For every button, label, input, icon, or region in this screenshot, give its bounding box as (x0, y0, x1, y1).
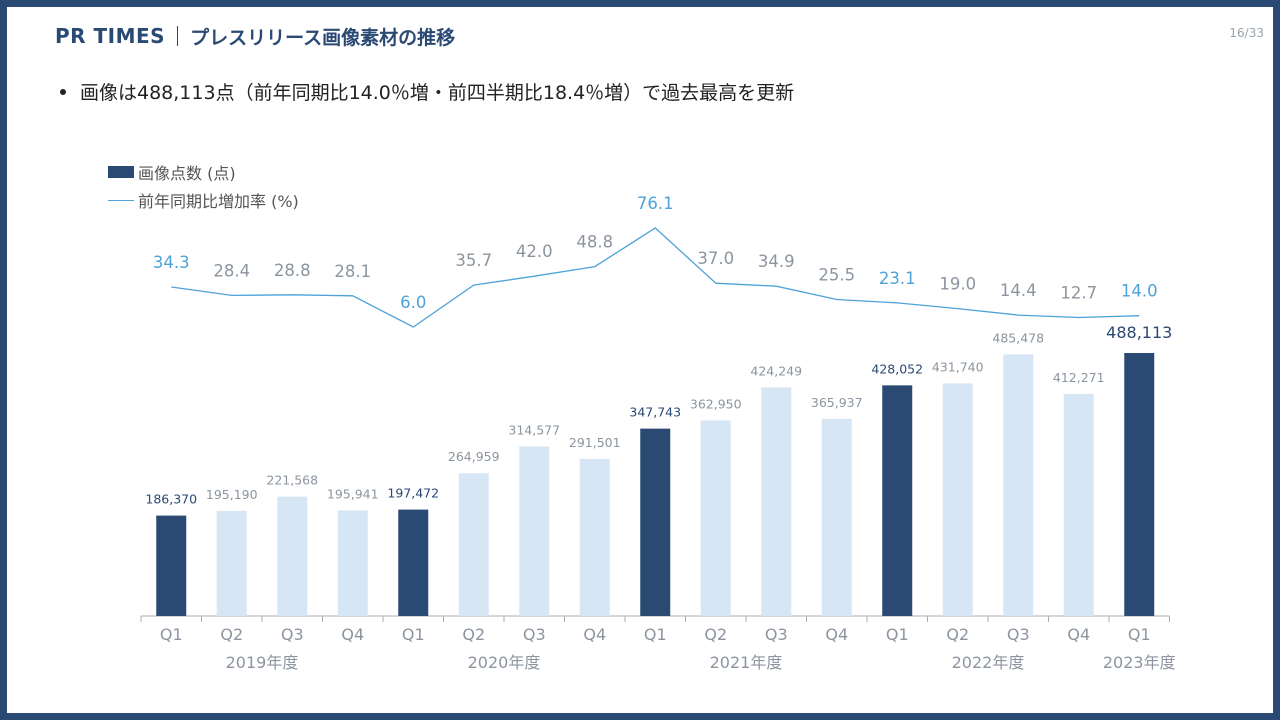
legend-bar-swatch-icon (108, 166, 134, 178)
header-separator (177, 26, 179, 46)
slide-header: PR TIMES プレスリリース画像素材の推移 (55, 22, 455, 50)
legend-bar-label: 画像点数 (点) (138, 164, 236, 183)
chart-legend: 画像点数 (点) 前年同期比増加率 (%) (108, 158, 299, 214)
legend-line-label: 前年同期比増加率 (%) (138, 192, 299, 211)
page-number: 16/33 (1229, 26, 1264, 40)
summary-bullet: 画像は488,113点（前年同期比14.0％増・前四半期比18.4％増）で過去最… (60, 78, 794, 105)
bullet-dot-icon (60, 88, 66, 95)
brand-name: PR TIMES (55, 24, 166, 48)
legend-item-bar: 画像点数 (点) (108, 158, 299, 186)
legend-line-swatch-icon (108, 199, 134, 201)
legend-item-line: 前年同期比増加率 (%) (108, 186, 299, 214)
slide-title: プレスリリース画像素材の推移 (190, 26, 456, 49)
summary-text: 画像は488,113点（前年同期比14.0％増・前四半期比18.4％増）で過去最… (80, 82, 795, 104)
